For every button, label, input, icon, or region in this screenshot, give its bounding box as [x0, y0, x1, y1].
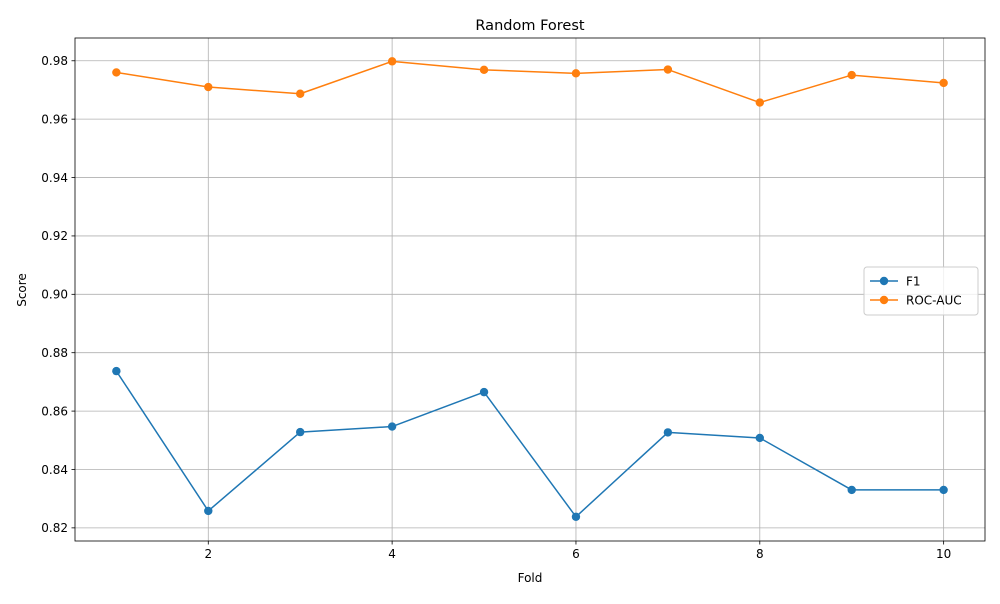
data-point-f1	[755, 433, 764, 443]
grid-lines	[75, 38, 985, 541]
legend-item-roc-auc: ROC-AUC	[870, 294, 962, 308]
data-point-roc-auc	[663, 65, 673, 74]
data-point-f1	[479, 387, 489, 397]
data-point-f1	[939, 485, 948, 495]
data-point-f1	[296, 427, 305, 437]
series-line-roc-auc	[115, 60, 945, 104]
data-point-roc-auc	[479, 65, 489, 75]
data-point-f1	[571, 512, 581, 521]
y-tick-label: 0.88	[41, 346, 68, 360]
x-tick-label: 4	[388, 547, 396, 561]
data-point-roc-auc	[755, 98, 764, 107]
data-point-f1	[663, 428, 673, 437]
legend-label-roc-auc: ROC-AUC	[906, 294, 962, 308]
y-tick-label: 0.98	[41, 54, 68, 68]
y-tick-label: 0.82	[41, 521, 68, 535]
y-tick-label: 0.90	[41, 288, 68, 302]
series-f1	[112, 366, 948, 521]
x-axis-label: Fold	[518, 571, 543, 585]
legend-item-f1: F1	[870, 275, 921, 289]
y-tick-label: 0.86	[41, 404, 68, 418]
axis-ticks: 2 4 6 8 10 0.82 0.84 0.86 0.88 0.90 0.92 0.94 0.96 0.…	[41, 54, 951, 561]
y-axis-label: Score	[15, 273, 29, 307]
legend-label-f1: F1	[906, 275, 921, 289]
data-point-roc-auc	[112, 68, 121, 77]
series-roc-auc	[112, 57, 948, 107]
data-point-roc-auc	[296, 89, 305, 98]
data-point-roc-auc	[571, 69, 581, 78]
legend: F1 ROC-AUC	[863, 266, 979, 316]
x-tick-label: 2	[204, 547, 212, 561]
plot-area-frame	[74, 37, 986, 542]
x-tick-label: 10	[936, 547, 951, 561]
data-point-roc-auc	[204, 82, 213, 92]
data-point-roc-auc	[939, 78, 948, 88]
y-tick-label: 0.96	[41, 112, 68, 126]
legend-box	[863, 266, 979, 316]
data-point-f1	[387, 422, 397, 431]
series-line-f1	[115, 370, 945, 518]
legend-marker-f1	[879, 276, 889, 286]
y-tick-label: 0.94	[41, 171, 68, 185]
data-point-roc-auc	[847, 70, 856, 80]
series-layer	[112, 57, 948, 521]
y-tick-label: 0.84	[41, 463, 68, 477]
x-tick-label: 6	[572, 547, 580, 561]
data-point-f1	[112, 366, 121, 376]
data-point-f1	[204, 506, 213, 516]
chart-title: Random Forest	[475, 18, 584, 34]
legend-marker-roc-auc	[879, 295, 889, 305]
data-point-f1	[847, 485, 856, 495]
data-point-roc-auc	[387, 57, 397, 66]
x-tick-label: 8	[756, 547, 764, 561]
y-tick-label: 0.92	[41, 229, 68, 243]
